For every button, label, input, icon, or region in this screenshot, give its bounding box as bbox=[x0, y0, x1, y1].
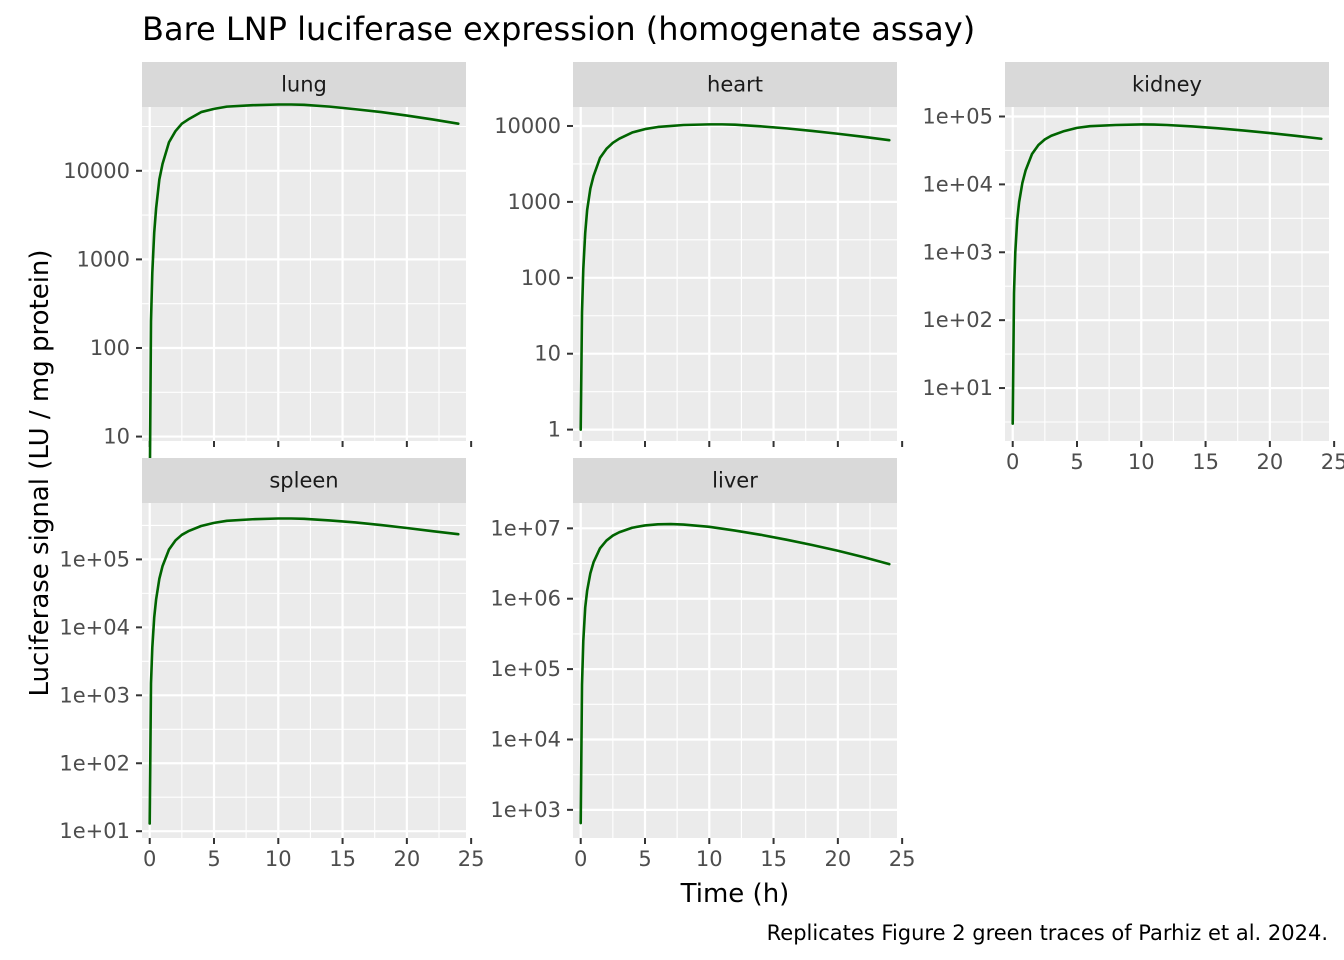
y-tick-label: 100 bbox=[90, 336, 130, 360]
x-tick-label: 20 bbox=[1256, 450, 1283, 474]
x-tick-label: 25 bbox=[458, 847, 485, 871]
y-tick-label: 1e+04 bbox=[490, 727, 561, 751]
x-tick-label: 0 bbox=[1006, 450, 1019, 474]
facet-label-kidney: kidney bbox=[1132, 73, 1202, 97]
facet-strip bbox=[142, 458, 466, 503]
x-tick-label: 5 bbox=[207, 847, 220, 871]
y-tick-label: 1e+04 bbox=[59, 615, 130, 639]
facet-label-liver: liver bbox=[712, 469, 758, 493]
y-tick-label: 1e+06 bbox=[490, 587, 561, 611]
panel-heart: heart 1 10 100 1000 10000 bbox=[494, 62, 904, 447]
y-tick-label: 10000 bbox=[63, 159, 130, 183]
panel-background bbox=[142, 503, 466, 838]
x-tick-label: 10 bbox=[265, 847, 292, 871]
x-tick-label: 15 bbox=[1192, 450, 1219, 474]
series-line-spleen bbox=[148, 517, 460, 825]
x-tick-label: 10 bbox=[696, 847, 723, 871]
y-tick-label: 1e+03 bbox=[922, 240, 993, 264]
y-tick-label: 10000 bbox=[494, 114, 561, 138]
x-tick-label: 25 bbox=[889, 847, 916, 871]
facet-panels: lung10100100010000heart110100100010000ki… bbox=[59, 62, 1344, 871]
y-tick-label: 1e+01 bbox=[922, 376, 993, 400]
y-axis-label: Luciferase signal (LU / mg protein) bbox=[25, 249, 55, 696]
x-axis-label: Time (h) bbox=[680, 879, 790, 909]
chart-title: Bare LNP luciferase expression (homogena… bbox=[142, 10, 975, 48]
x-tick-label: 20 bbox=[393, 847, 420, 871]
panel-background bbox=[573, 503, 897, 838]
x-tick-label: 5 bbox=[638, 847, 651, 871]
x-tick-label: 15 bbox=[760, 847, 787, 871]
facet-strip bbox=[142, 62, 466, 107]
y-tick-label: 10 bbox=[534, 342, 561, 366]
panel-background bbox=[1005, 107, 1329, 441]
x-tick-label: 0 bbox=[574, 847, 587, 871]
y-tick-label: 1e+02 bbox=[59, 751, 130, 775]
facet-label-heart: heart bbox=[707, 73, 763, 97]
x-tick-label: 5 bbox=[1070, 450, 1083, 474]
y-tick-label: 10 bbox=[103, 425, 130, 449]
y-tick-label: 1e+05 bbox=[59, 547, 130, 571]
y-tick-label: 1e+05 bbox=[922, 105, 993, 129]
x-tick-label: 10 bbox=[1128, 450, 1155, 474]
y-tick-label: 1e+05 bbox=[490, 657, 561, 681]
panel-kidney: kidney 0 5 10 15 20 25 1e+01 1e+02 1e+03 1e+04 1e+0… bbox=[922, 62, 1344, 474]
y-tick-label: 1e+04 bbox=[922, 172, 993, 196]
y-tick-label: 1e+07 bbox=[490, 516, 561, 540]
y-tick-label: 1e+01 bbox=[59, 819, 130, 843]
x-tick-label: 20 bbox=[824, 847, 851, 871]
series-line-heart bbox=[579, 123, 891, 431]
series-line-liver bbox=[579, 522, 891, 825]
facet-strip bbox=[573, 62, 897, 107]
y-tick-label: 1000 bbox=[77, 247, 130, 271]
y-tick-label: 1e+02 bbox=[922, 308, 993, 332]
panel-background bbox=[573, 107, 897, 441]
series-line-kidney bbox=[1011, 123, 1323, 425]
caption: Replicates Figure 2 green traces of Parh… bbox=[767, 921, 1328, 945]
x-tick-label: 25 bbox=[1321, 450, 1344, 474]
x-tick-label: 15 bbox=[329, 847, 356, 871]
y-tick-label: 1000 bbox=[508, 190, 561, 214]
facet-strip bbox=[1005, 62, 1329, 107]
y-tick-label: 1e+03 bbox=[59, 683, 130, 707]
y-tick-label: 100 bbox=[521, 266, 561, 290]
series-line-lung bbox=[148, 103, 460, 500]
facet-label-spleen: spleen bbox=[269, 469, 338, 493]
y-tick-label: 1 bbox=[548, 418, 561, 442]
panel-liver: liver 0 5 10 15 20 25 1e+03 1e+04 1e+05 1e+06 1e+07 bbox=[490, 458, 916, 871]
panel-background bbox=[142, 107, 466, 441]
y-tick-label: 1e+03 bbox=[490, 798, 561, 822]
panel-lung: lung 10 100 1000 10000 bbox=[63, 62, 473, 500]
x-tick-label: 0 bbox=[143, 847, 156, 871]
facet-strip bbox=[573, 458, 897, 503]
panel-spleen: spleen 0 5 10 15 20 25 1e+01 1e+02 1e+03 1e+04 1e+0… bbox=[59, 458, 485, 871]
facet-label-lung: lung bbox=[281, 73, 327, 97]
